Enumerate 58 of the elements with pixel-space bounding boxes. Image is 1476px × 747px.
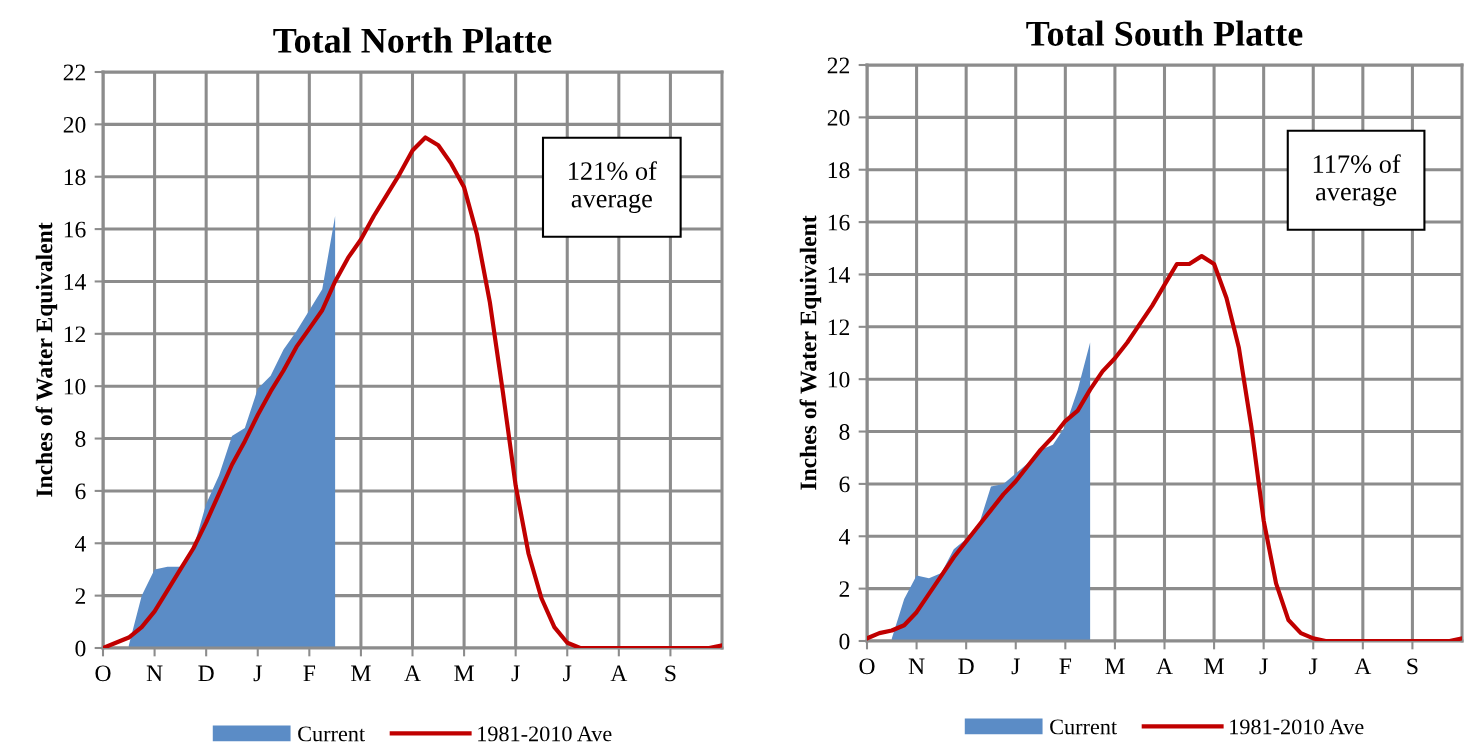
legend-label: 1981-2010 Ave — [478, 726, 612, 742]
y-tick-label: 14 — [828, 267, 850, 283]
x-tick-label: O — [859, 658, 875, 675]
chart-title: Total South Platte — [1026, 20, 1303, 46]
x-tick-label: J — [1259, 658, 1268, 675]
x-tick-label: M — [1204, 658, 1224, 675]
x-tick-label: A — [404, 665, 421, 682]
x-tick-label: J — [511, 665, 520, 682]
y-tick-label: 0 — [75, 640, 86, 657]
y-tick-label: 16 — [828, 214, 850, 231]
annotation: 121% of average — [569, 161, 657, 213]
y-tick-label: 4 — [74, 535, 86, 552]
y-tick-label: 6 — [75, 483, 86, 500]
y-tick-label: 12 — [828, 319, 850, 336]
x-tick-label: A — [610, 665, 628, 682]
y-tick-label: 4 — [838, 528, 850, 545]
annotation: 117% of average — [1313, 154, 1401, 206]
y-tick-label: 20 — [63, 116, 86, 133]
y-tick-label: 8 — [839, 424, 850, 440]
x-tick-label: M — [1105, 658, 1125, 675]
y-tick-label: 18 — [828, 162, 850, 179]
y-tick-label: 14 — [64, 274, 86, 290]
legend-label: Current — [1050, 719, 1117, 735]
x-tick-label: J — [563, 665, 572, 682]
legend-label: 1981-2010 Ave — [1230, 719, 1364, 735]
x-tick-label: S — [665, 665, 676, 682]
x-tick-label: J — [1011, 658, 1020, 675]
y-tick-label: 16 — [64, 221, 86, 238]
x-tick-label: M — [454, 665, 474, 682]
y-tick-label: 6 — [839, 476, 850, 493]
y-tick-label: 0 — [839, 633, 850, 650]
chart-title: Total North Platte — [273, 27, 552, 53]
y-axis-title: Inches of Water Equivalent — [799, 215, 822, 490]
x-tick-label: N — [146, 665, 163, 682]
y-tick-label: 20 — [827, 109, 850, 126]
y-tick-label: 10 — [64, 378, 86, 395]
x-tick-label: D — [198, 665, 214, 682]
x-tick-label: F — [1059, 658, 1072, 675]
y-tick-label: 22 — [827, 57, 850, 74]
x-tick-label: O — [95, 665, 111, 682]
y-tick-label: 22 — [63, 64, 86, 81]
y-tick-label: 8 — [75, 431, 86, 447]
y-tick-label: 12 — [64, 326, 86, 343]
x-tick-label: D — [958, 658, 974, 675]
x-tick-label: S — [1407, 658, 1418, 675]
legend-label: Current — [298, 726, 365, 742]
y-tick-label: 18 — [64, 169, 86, 186]
x-tick-label: N — [908, 658, 925, 675]
x-tick-label: J — [1309, 658, 1318, 675]
y-axis-title: Inches of Water Equivalent — [35, 222, 58, 497]
x-tick-label: A — [1354, 658, 1372, 675]
y-tick-label: 2 — [75, 588, 86, 604]
y-tick-label: 2 — [839, 581, 850, 597]
x-tick-label: J — [253, 665, 262, 682]
x-tick-label: F — [303, 665, 316, 682]
y-tick-label: 10 — [828, 371, 850, 388]
x-tick-label: A — [1156, 658, 1173, 675]
x-tick-label: M — [351, 665, 371, 682]
